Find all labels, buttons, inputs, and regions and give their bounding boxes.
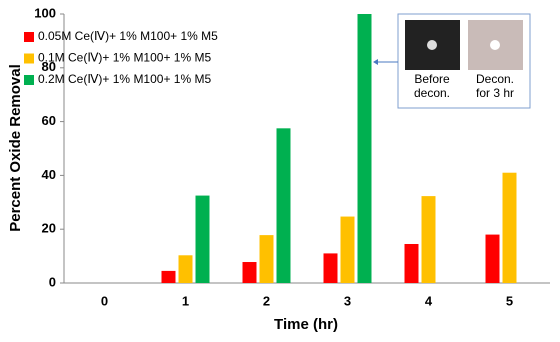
bar [178,255,193,283]
bar [502,172,517,283]
bar [259,235,274,283]
legend-swatch [24,32,34,42]
arrow-head [373,59,378,65]
inset-caption: for 3 hr [476,86,514,100]
bar [404,243,419,283]
legend-label: 0.2M Ce(Ⅳ)+ 1% M100+ 1% M5 [38,72,211,86]
y-tick-label: 20 [42,221,56,236]
bar [340,216,355,283]
x-tick-label: 0 [101,293,108,308]
y-tick-label: 60 [42,113,56,128]
x-tick-label: 3 [344,293,351,308]
photo-hole [490,40,500,50]
y-tick-label: 100 [34,5,56,20]
x-tick-label: 5 [506,293,513,308]
bar [195,195,210,283]
bar [276,128,291,283]
bar [485,234,500,283]
x-axis-label: Time (hr) [274,316,338,333]
bar [323,253,338,283]
x-tick-label: 4 [425,293,433,308]
legend-swatch [24,53,34,64]
x-tick-label: 1 [182,293,189,308]
x-tick-label: 2 [263,293,270,308]
y-tick-label: 40 [42,167,56,182]
inset-caption: Decon. [476,72,514,86]
photo-hole [427,40,437,50]
inset-caption: decon. [414,86,450,100]
y-axis-label: Percent Oxide Removal [7,64,24,232]
y-tick-label: 80 [42,59,56,74]
legend-label: 0.05M Ce(Ⅳ)+ 1% M100+ 1% M5 [38,29,218,43]
legend-label: 0.1M Ce(Ⅳ)+ 1% M100+ 1% M5 [38,51,211,65]
bar [242,262,257,283]
inset-caption: Before [414,72,450,86]
legend-swatch [24,75,34,85]
inset [373,13,531,109]
bar [161,270,176,283]
y-tick-label: 0 [49,274,56,289]
bar [357,14,372,283]
bar [421,196,436,283]
